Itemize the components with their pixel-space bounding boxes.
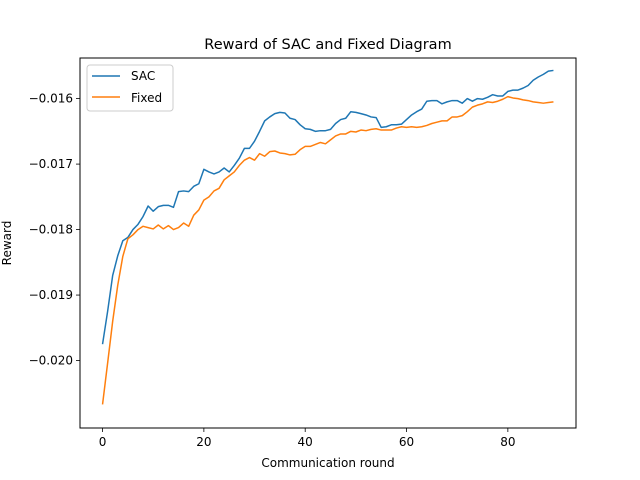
y-axis-label: Reward [0,221,14,266]
x-tick-label: 60 [399,435,414,449]
y-tick-label: −0.018 [29,223,73,237]
x-axis-label: Communication round [261,456,394,470]
legend-label-sac: SAC [131,69,155,83]
y-tick-label: −0.016 [29,92,73,106]
legend: SAC Fixed [86,64,174,112]
y-axis: −0.020 −0.019 −0.018 −0.017 −0.016 [29,92,80,368]
plot-lines [101,69,554,405]
x-tick-label: 80 [500,435,515,449]
plot-frame [79,57,577,429]
chart-title: Reward of SAC and Fixed Diagram [204,37,451,53]
y-tick-label: −0.019 [29,288,73,302]
y-tick-label: −0.017 [29,157,73,171]
x-axis: 0 20 40 60 80 [99,428,515,449]
y-tick-label: −0.020 [29,354,73,368]
series-line-sac [101,69,554,345]
x-tick-label: 20 [196,435,211,449]
x-tick-label: 0 [99,435,107,449]
x-tick-label: 40 [298,435,313,449]
series-line-fixed [101,95,554,405]
legend-label-fixed: Fixed [131,91,162,105]
